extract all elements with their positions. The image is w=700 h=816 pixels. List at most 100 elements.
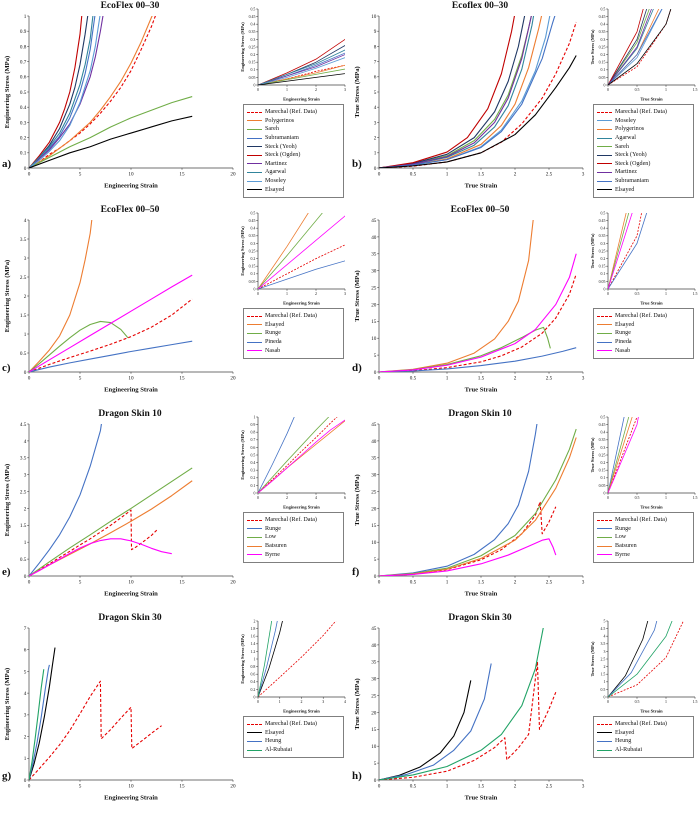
legend-line-sample [247,154,262,156]
y-tick-label: 3.5 [20,237,27,243]
legend-f: Marechal (Ref. Data) Runge Low Batsuren Byrn… [593,512,694,563]
legend-line-sample [247,554,262,556]
y-tick-label: 0.2 [251,257,256,261]
y-tick-label: 1 [374,151,377,157]
y-tick-label: 0.45 [249,219,256,223]
panel-h: h) Dragon Skin 30 0 0.5 1 1.5 2 2.5 3 0 5 10 15 20 25 3… [350,612,700,816]
y-tick-label: 1 [24,540,27,546]
series-elsayed [29,220,93,372]
x-tick-label: 0 [257,496,259,500]
legend-label: Agarwal [615,135,636,142]
x-tick-label: 0 [607,700,609,704]
y-tick-label: 0.5 [601,688,606,692]
legend-label: Low [265,534,277,541]
legend-item: Marechal (Ref. Data) [597,720,690,729]
y-tick-label: 0 [253,83,255,87]
legend-line-sample [597,146,612,148]
legend-item: Agarwal [597,134,690,143]
y-axis-title: True Stress (MPa) [354,678,361,729]
x-tick-label: 1 [665,88,667,92]
legend-label: Elsayed [615,729,635,736]
y-tick-label: 1.8 [251,627,256,631]
main-chart-c: 0 5 10 15 20 0 0.5 1 1.5 2 2.5 3 3.5 4 Engineering Str… [4,218,236,393]
panel-d: d) EcoFlex 00–50 0 0.5 1 1.5 2 2.5 3 0 5 10 15 20 25 30… [350,204,700,408]
y-tick-label: 0.1 [601,272,606,276]
series-polygerinos [258,64,345,85]
series-pineda [29,340,193,372]
y-tick-label: 0.1 [251,484,256,488]
legend-label: Batsuren [265,543,287,550]
x-tick-label: 0 [28,579,31,585]
y-tick-label: 0 [253,287,255,291]
x-tick-label: 2.5 [546,171,553,177]
y-tick-label: 9 [374,29,377,35]
series-steck-yeoh [379,16,526,168]
x-axis-title: Engineering Strain [283,97,320,102]
legend-label: Nasab [615,347,631,354]
y-tick-label: 0.3 [601,446,606,450]
x-tick-label: 15 [179,783,185,789]
y-tick-label: 0.05 [599,280,606,284]
y-tick-label: 25 [371,489,377,495]
y-tick-label: 5 [374,761,377,767]
legend-item: Heung [247,737,340,746]
x-tick-label: 1 [286,292,288,296]
legend-label: Batsuren [615,543,637,550]
x-tick-label: 1.5 [478,783,485,789]
x-tick-label: 5 [79,579,82,585]
legend-label: Elsayed [615,186,635,193]
y-tick-label: 0.4 [601,227,606,231]
legend-line-sample [247,740,262,742]
legend-line-sample [247,528,262,530]
legend-line-sample [247,120,262,122]
legend-line-sample [597,189,612,191]
series-low [608,417,630,493]
legend-label: Moseley [265,178,286,185]
legend-item: Subramaniam [597,177,690,186]
legend-label: Marechal (Ref. Data) [615,721,667,728]
legend-label: Marechal (Ref. Data) [265,313,317,320]
legend-item: Low [247,533,340,542]
legend-g: Marechal (Ref. Data) Elsayed Heung Al-Rubai… [243,716,344,759]
y-tick-label: 1 [24,756,27,762]
y-tick-label: 0.25 [599,45,606,49]
panel-title: Dragon Skin 30 [448,613,512,623]
legend-item: Marechal (Ref. Data) [597,108,690,117]
x-tick-label: 20 [230,171,236,177]
x-axis-title: True Strain [640,709,663,714]
y-tick-label: 0 [24,778,27,784]
y-tick-label: 0.35 [599,438,606,442]
series-marechal-ref-data [29,680,162,780]
y-tick-label: 4 [603,635,605,639]
x-tick-label: 0.5 [410,171,417,177]
y-tick-label: 0.5 [601,7,606,11]
panel-b: b) Ecoflex 00–30 0 0.5 1 1.5 2 2.5 3 0 1 2 3 4 5 6 7 8 9 10… [350,0,700,204]
y-tick-label: 0.45 [599,15,606,19]
legend-item: Moseley [247,177,340,186]
y-axis-title: True Stress (MPa) [590,233,595,269]
y-tick-label: 0.9 [251,423,256,427]
y-tick-label: 5 [603,619,605,623]
main-chart-a: 0 5 10 15 20 0 0.1 0.2 0.3 0.4 0.5 0.6 0.7 0.8 0.9 1 Eng… [4,14,236,189]
x-tick-label: 0.5 [635,88,640,92]
x-tick-label: 2.5 [546,375,553,381]
y-tick-label: 1 [603,680,605,684]
legend-item: Elsayed [247,729,340,738]
y-axis-title: True Stress (MPa) [590,641,595,677]
y-tick-label: 0.4 [251,461,256,465]
legend-label: Elsayed [615,321,635,328]
x-tick-label: 5 [79,375,82,381]
y-tick-label: 0 [374,166,377,172]
y-tick-label: 0.2 [20,135,27,141]
series-subramaniam [258,52,345,85]
y-tick-label: 20 [371,710,377,716]
y-axis-title: Engineering Stress (MPa) [240,634,245,684]
inset-chart-a: 0 1 2 3 0 0.05 0.1 0.15 0.2 0.25 0.3 0.35 0.4 0.45 0.5… [240,7,346,102]
y-tick-label: 3 [24,713,27,719]
y-axis-title: True Stress (MPa) [354,270,361,321]
y-tick-label: 2 [253,619,255,623]
legend-item: Runge [247,525,340,534]
y-axis-title: Engineering Stress (MPa) [4,668,11,740]
legend-line-sample [597,154,612,156]
